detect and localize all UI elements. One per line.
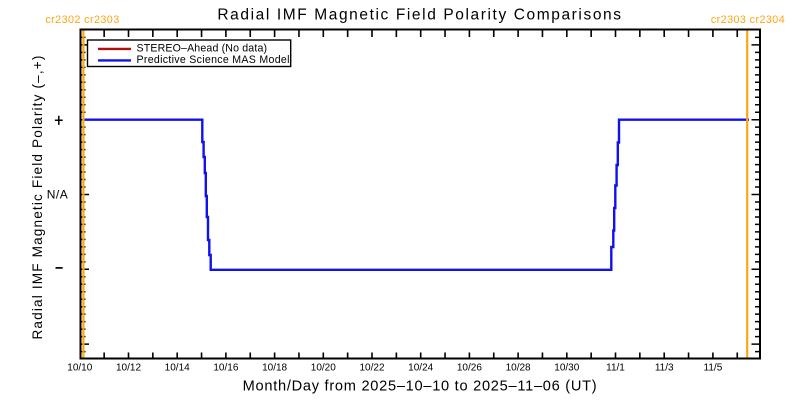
- svg-text:Predictive Science MAS Model: Predictive Science MAS Model: [137, 54, 290, 66]
- svg-text:10/24: 10/24: [408, 363, 433, 374]
- svg-text:11/1: 11/1: [606, 363, 625, 374]
- svg-text:10/12: 10/12: [116, 363, 141, 374]
- svg-text:10/28: 10/28: [506, 363, 531, 374]
- svg-text:11/5: 11/5: [704, 363, 723, 374]
- svg-text:10/22: 10/22: [359, 363, 384, 374]
- svg-text:STEREO–Ahead (No data): STEREO–Ahead (No data): [137, 43, 268, 55]
- svg-text:10/30: 10/30: [554, 363, 579, 374]
- svg-text:Month/Day from 2025–10–10 to 2: Month/Day from 2025–10–10 to 2025–11–06 …: [243, 378, 598, 394]
- svg-text:cr2303 cr2304: cr2303 cr2304: [711, 14, 785, 26]
- svg-text:10/26: 10/26: [457, 363, 482, 374]
- svg-text:cr2302 cr2303: cr2302 cr2303: [45, 14, 119, 26]
- svg-text:Radial IMF Magnetic Field Pola: Radial IMF Magnetic Field Polarity Compa…: [217, 7, 622, 24]
- svg-text:10/10: 10/10: [67, 363, 92, 374]
- svg-text:N/A: N/A: [47, 188, 69, 202]
- svg-text:10/14: 10/14: [165, 363, 190, 374]
- svg-text:10/20: 10/20: [311, 363, 336, 374]
- svg-text:10/18: 10/18: [262, 363, 287, 374]
- svg-text:10/16: 10/16: [213, 363, 238, 374]
- svg-text:Radial IMF Magnetic Field Pola: Radial IMF Magnetic Field Polarity (–,+): [30, 54, 45, 339]
- svg-text:11/3: 11/3: [655, 363, 674, 374]
